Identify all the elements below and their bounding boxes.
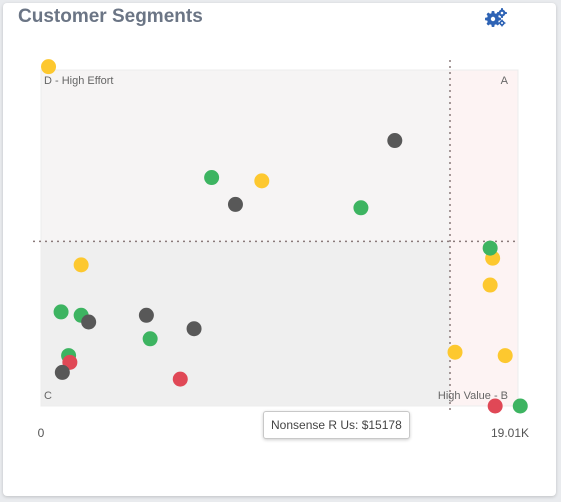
threshold-lines <box>33 60 518 412</box>
data-point-18 <box>54 364 70 380</box>
data-points <box>41 59 528 414</box>
quadrant-label-c: C <box>44 390 52 402</box>
data-point-10 <box>53 304 69 320</box>
data-point-21 <box>497 348 513 364</box>
data-point-22 <box>487 398 503 414</box>
quadrant-c <box>41 241 451 406</box>
data-point-12 <box>81 314 97 330</box>
quadrant-backgrounds <box>40 69 519 407</box>
card-title: Customer Segments <box>18 6 203 27</box>
data-point-8 <box>73 257 89 273</box>
data-point-5 <box>353 200 369 216</box>
data-point-3 <box>254 173 270 189</box>
quadrant-labels: D - High Effort A C High Value - B <box>44 75 509 402</box>
data-point-23 <box>512 398 528 414</box>
data-point-20 <box>447 344 463 360</box>
data-point-9 <box>482 277 498 293</box>
quadrant-label-a: A <box>501 75 509 87</box>
quadrant-label-b: High Value - B <box>438 390 508 402</box>
x-axis-ticks: 0 19.01K <box>38 426 529 440</box>
quadrant-a <box>450 70 518 242</box>
x-tick-label-max: 19.01K <box>491 426 529 440</box>
data-point-0 <box>41 59 57 75</box>
point-tooltip: Nonsense R Us: $15178 <box>263 411 410 439</box>
quadrant-d <box>41 70 451 242</box>
gears-icon[interactable] <box>485 8 507 28</box>
data-point-14 <box>186 321 202 337</box>
data-point-4 <box>227 196 243 212</box>
x-tick-label-min: 0 <box>38 426 45 440</box>
data-point-13 <box>138 307 154 323</box>
data-point-1 <box>387 133 403 149</box>
quadrant-label-d: D - High Effort <box>44 75 114 87</box>
data-point-2 <box>204 170 220 186</box>
data-point-7 <box>482 240 498 256</box>
plot-border <box>40 69 519 407</box>
data-point-19 <box>172 371 188 387</box>
quadrant-b <box>450 241 518 406</box>
data-point-15 <box>142 331 158 347</box>
